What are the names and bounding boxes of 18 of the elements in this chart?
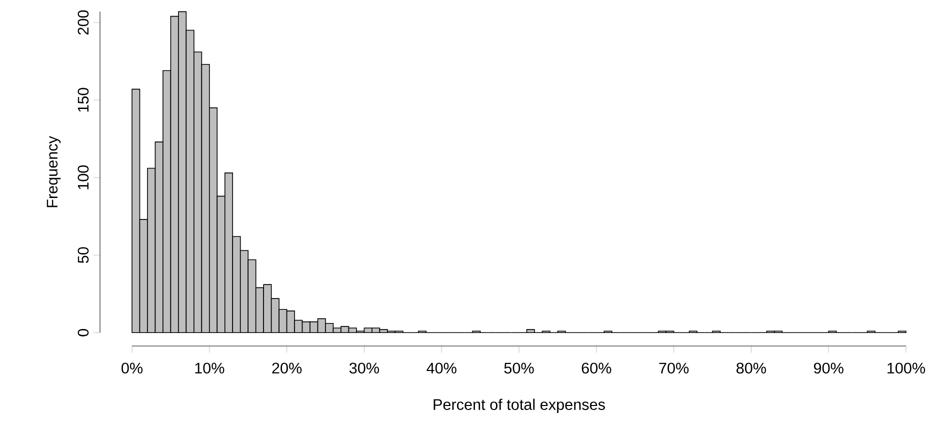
x-tick-label: 60% bbox=[582, 362, 612, 374]
y-axis-title: Frequency bbox=[46, 136, 61, 208]
x-axis-title: Percent of total expenses bbox=[434, 398, 605, 414]
x-tick-label: 90% bbox=[814, 362, 844, 374]
x-tick-label: 100% bbox=[888, 362, 926, 374]
x-tick-label: 50% bbox=[504, 362, 534, 374]
x-tick-label: 80% bbox=[736, 362, 766, 374]
y-tick-label: 100 bbox=[78, 166, 89, 190]
y-tick-label: 50 bbox=[78, 247, 89, 264]
x-tick-label: 40% bbox=[426, 362, 456, 374]
x-tick-label: 20% bbox=[272, 362, 302, 374]
y-tick-label: 200 bbox=[78, 10, 89, 35]
x-tick-label: 70% bbox=[659, 362, 689, 374]
x-tick-label: 30% bbox=[349, 362, 379, 374]
x-tick-label: 0% bbox=[122, 362, 143, 374]
x-tick-label: 10% bbox=[195, 362, 224, 374]
y-tick-label: 0 bbox=[78, 329, 89, 336]
y-tick-label: 150 bbox=[78, 88, 89, 112]
